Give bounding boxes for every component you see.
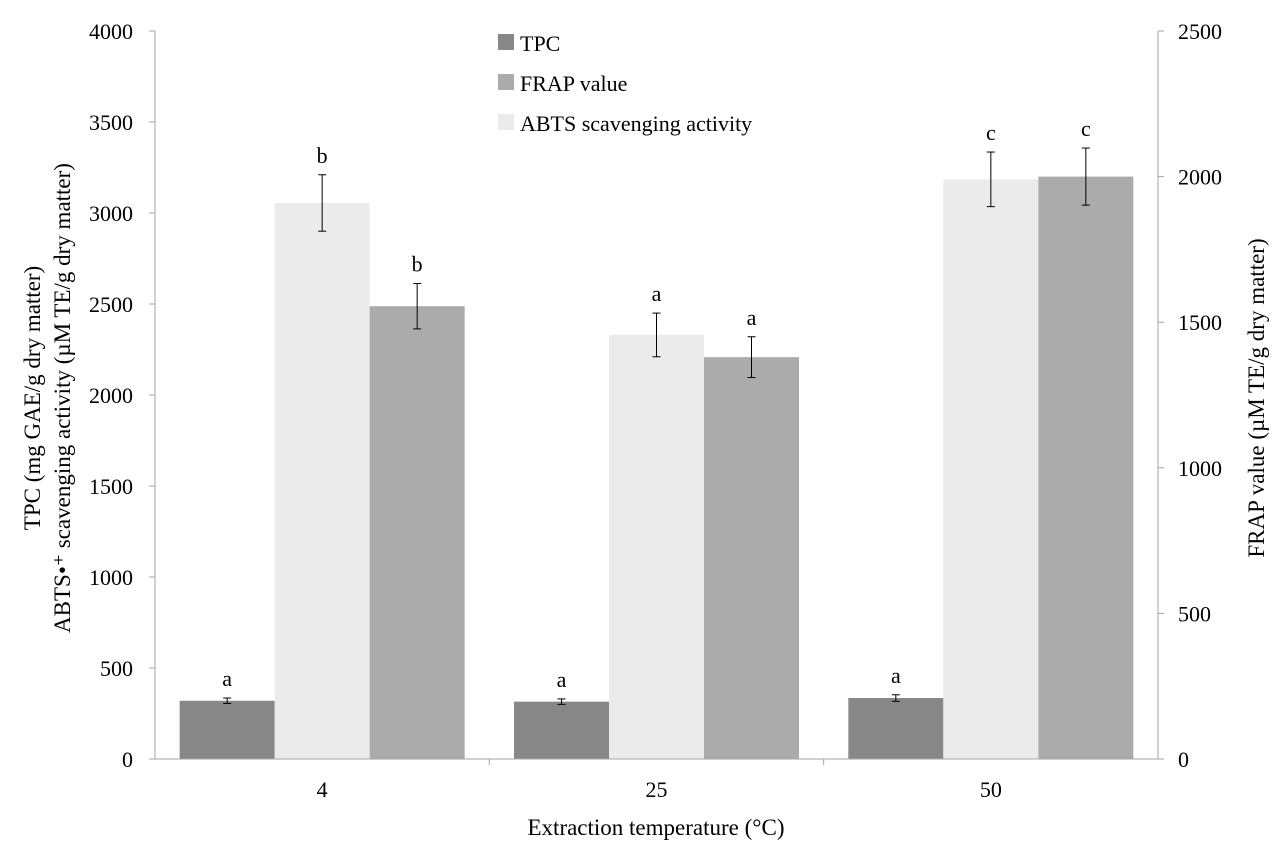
right-y-tick-label: 2500 — [1178, 19, 1222, 44]
significance-label: c — [986, 120, 996, 145]
bar — [1038, 176, 1134, 760]
significance-label: a — [891, 663, 901, 688]
left-y-axis-title-line2: ABTS•⁺ scavenging activity (µM TE/g dry … — [50, 163, 75, 633]
left-y-tick-label: 2000 — [89, 383, 133, 408]
x-axis-title: Extraction temperature (°C) — [528, 815, 785, 840]
bar — [848, 698, 944, 759]
x-tick-label: 25 — [646, 777, 668, 802]
legend-swatch — [498, 34, 514, 50]
significance-label: b — [317, 143, 328, 168]
x-tick-label: 4 — [317, 777, 328, 802]
right-y-tick-label: 2000 — [1178, 165, 1222, 190]
left-y-tick-label: 1000 — [89, 565, 133, 590]
right-y-tick-label: 1500 — [1178, 310, 1222, 335]
bar — [514, 701, 609, 759]
right-y-tick-label: 1000 — [1178, 456, 1222, 481]
left-y-tick-label: 2500 — [89, 292, 133, 317]
legend-label: FRAP value — [520, 71, 627, 96]
left-y-tick-label: 3000 — [89, 201, 133, 226]
significance-labels-layer: a b b a a a a c c — [222, 116, 1091, 692]
x-tick-label: 50 — [980, 777, 1002, 802]
significance-label: a — [652, 281, 662, 306]
significance-label: c — [1081, 116, 1091, 141]
legend: TPC FRAP value ABTS scavenging activity — [498, 31, 752, 136]
bar — [943, 179, 1039, 759]
legend-swatch — [498, 114, 514, 130]
bar — [274, 202, 370, 760]
significance-label: b — [412, 251, 423, 276]
bar — [179, 700, 275, 759]
bar — [704, 357, 799, 759]
left-y-tick-label: 0 — [122, 747, 133, 772]
significance-label: a — [557, 667, 567, 692]
legend-label: ABTS scavenging activity — [520, 111, 752, 136]
error-bars-layer — [223, 147, 1090, 705]
axes-layer: 0 500 1000 1500 2000 2500 3000 3500 4000 0 500 1000… — [89, 19, 1222, 802]
right-y-axis-title: FRAP value (µM TE/g dry matter) — [1244, 238, 1269, 557]
left-y-tick-label: 500 — [100, 656, 133, 681]
left-y-axis-title-line1: TPC (mg GAE/g dry matter) — [20, 266, 45, 530]
bars-layer — [179, 176, 1134, 760]
bar — [369, 306, 465, 759]
significance-label: a — [222, 666, 232, 691]
bar — [609, 334, 704, 759]
legend-label: TPC — [520, 31, 560, 56]
significance-label: a — [747, 305, 757, 330]
right-y-tick-label: 0 — [1178, 747, 1189, 772]
left-y-tick-label: 1500 — [89, 474, 133, 499]
right-y-tick-label: 500 — [1178, 601, 1211, 626]
legend-swatch — [498, 74, 514, 90]
left-y-tick-label: 4000 — [89, 19, 133, 44]
left-y-tick-label: 3500 — [89, 110, 133, 135]
